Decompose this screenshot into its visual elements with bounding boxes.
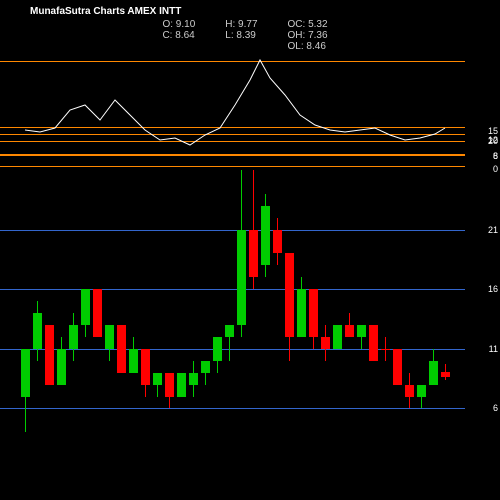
- candle-body: [357, 325, 366, 337]
- candle-body: [165, 373, 174, 397]
- candle-body: [249, 230, 258, 278]
- candle-body: [117, 325, 126, 373]
- candle-body: [321, 337, 330, 349]
- candle-body: [105, 325, 114, 349]
- candle-body: [45, 325, 54, 385]
- candle-body: [393, 349, 402, 385]
- candle-body: [405, 385, 414, 397]
- candle-body: [429, 361, 438, 385]
- candle-body: [441, 372, 450, 377]
- candle-body: [153, 373, 162, 385]
- candle-body: [285, 253, 294, 336]
- candle-body: [93, 289, 102, 337]
- candle-body: [381, 349, 390, 350]
- candle-body: [129, 349, 138, 373]
- candle-body: [333, 325, 342, 349]
- candle-body: [225, 325, 234, 337]
- candle-body: [57, 349, 66, 385]
- candle-body: [309, 289, 318, 337]
- candle-body: [417, 385, 426, 397]
- candle-body: [345, 325, 354, 337]
- candle-body: [33, 313, 42, 349]
- candle-body: [213, 337, 222, 361]
- candle-body: [141, 349, 150, 385]
- candle-body: [69, 325, 78, 349]
- candle-body: [297, 289, 306, 337]
- candle-body: [189, 373, 198, 385]
- candle-body: [261, 206, 270, 266]
- candle-body: [369, 325, 378, 361]
- candle-body: [81, 289, 90, 325]
- candle-body: [237, 230, 246, 325]
- candle-body: [273, 230, 282, 254]
- candle-body: [21, 349, 30, 397]
- candle-body: [201, 361, 210, 373]
- candle-body: [177, 373, 186, 397]
